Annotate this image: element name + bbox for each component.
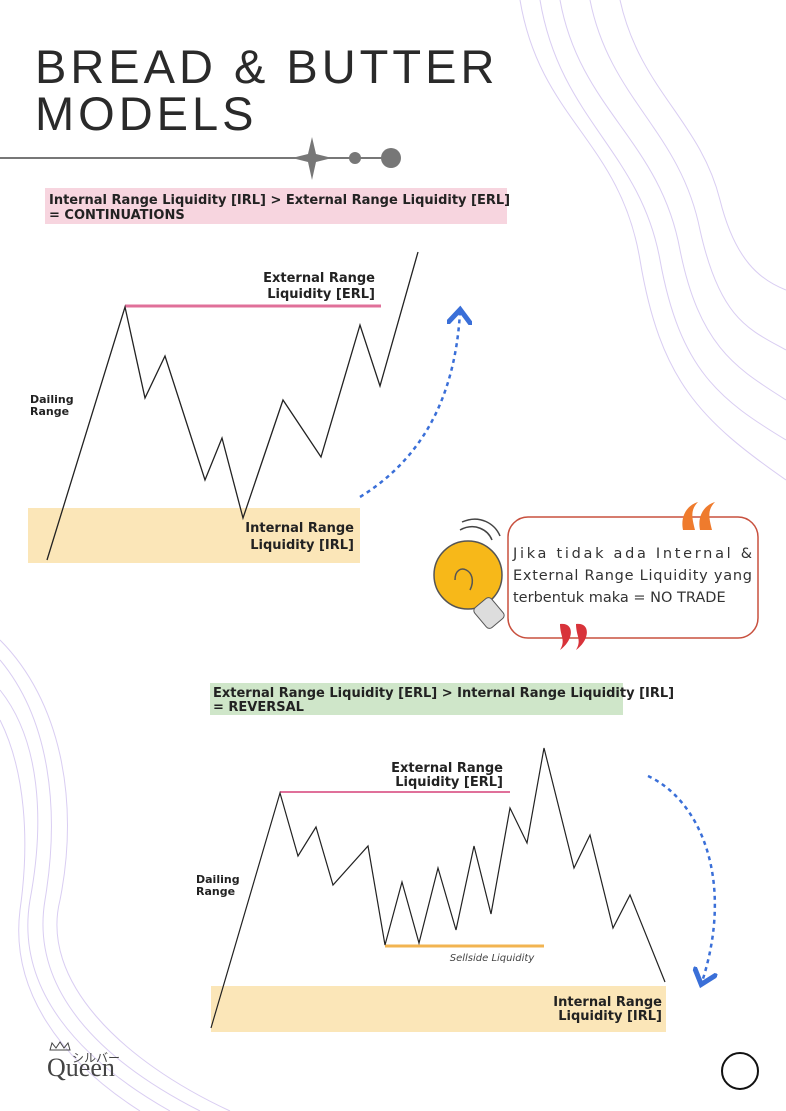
title-line: MODELS xyxy=(35,87,258,140)
note-box xyxy=(507,516,759,639)
erl-label: Liquidity [ERL] xyxy=(395,775,503,790)
arrow xyxy=(647,774,715,982)
banner xyxy=(210,683,623,715)
bulb-icon xyxy=(433,518,505,629)
banner xyxy=(45,188,507,224)
range-label: Dailing xyxy=(30,393,74,406)
page-circle xyxy=(721,1052,759,1090)
price-path xyxy=(46,251,419,561)
note-text: External Range Liquidity yang xyxy=(513,568,752,584)
range-label: Dailing xyxy=(196,873,240,886)
banner-text: Internal Range Liquidity [IRL] > Externa… xyxy=(49,193,510,208)
banner-text: External Range Liquidity [ERL] > Interna… xyxy=(213,686,674,701)
logo-kana: シルバー xyxy=(72,1051,120,1065)
irl-label: Liquidity [IRL] xyxy=(250,538,354,553)
range-label: Range xyxy=(30,405,69,418)
sellside-label: Sellside Liquidity xyxy=(450,953,536,964)
irl-label: Internal Range xyxy=(553,995,662,1010)
price-path xyxy=(210,747,666,1029)
banner-text: = CONTINUATIONS xyxy=(49,208,185,223)
title-line: BREAD & BUTTER xyxy=(35,40,498,93)
irl-label: Internal Range xyxy=(245,521,354,536)
note-text: terbentuk maka = NO TRADE xyxy=(513,590,726,606)
banner-text: = REVERSAL xyxy=(213,700,304,715)
erl-label: External Range xyxy=(263,271,375,286)
erl-label: External Range xyxy=(391,761,503,776)
range-label: Range xyxy=(196,885,235,898)
logo: シルバー Queen xyxy=(47,1041,120,1082)
arrow xyxy=(359,312,460,499)
logo-name: Queen xyxy=(47,1053,115,1082)
note-text: Jika tidak ada Internal & xyxy=(512,546,752,562)
divider xyxy=(0,137,401,180)
irl-label: Liquidity [IRL] xyxy=(558,1009,662,1024)
erl-label: Liquidity [ERL] xyxy=(267,287,375,302)
quote-mark xyxy=(682,502,715,530)
irl-zone xyxy=(28,508,360,563)
quote-mark xyxy=(560,623,587,650)
irl-zone xyxy=(211,986,666,1032)
